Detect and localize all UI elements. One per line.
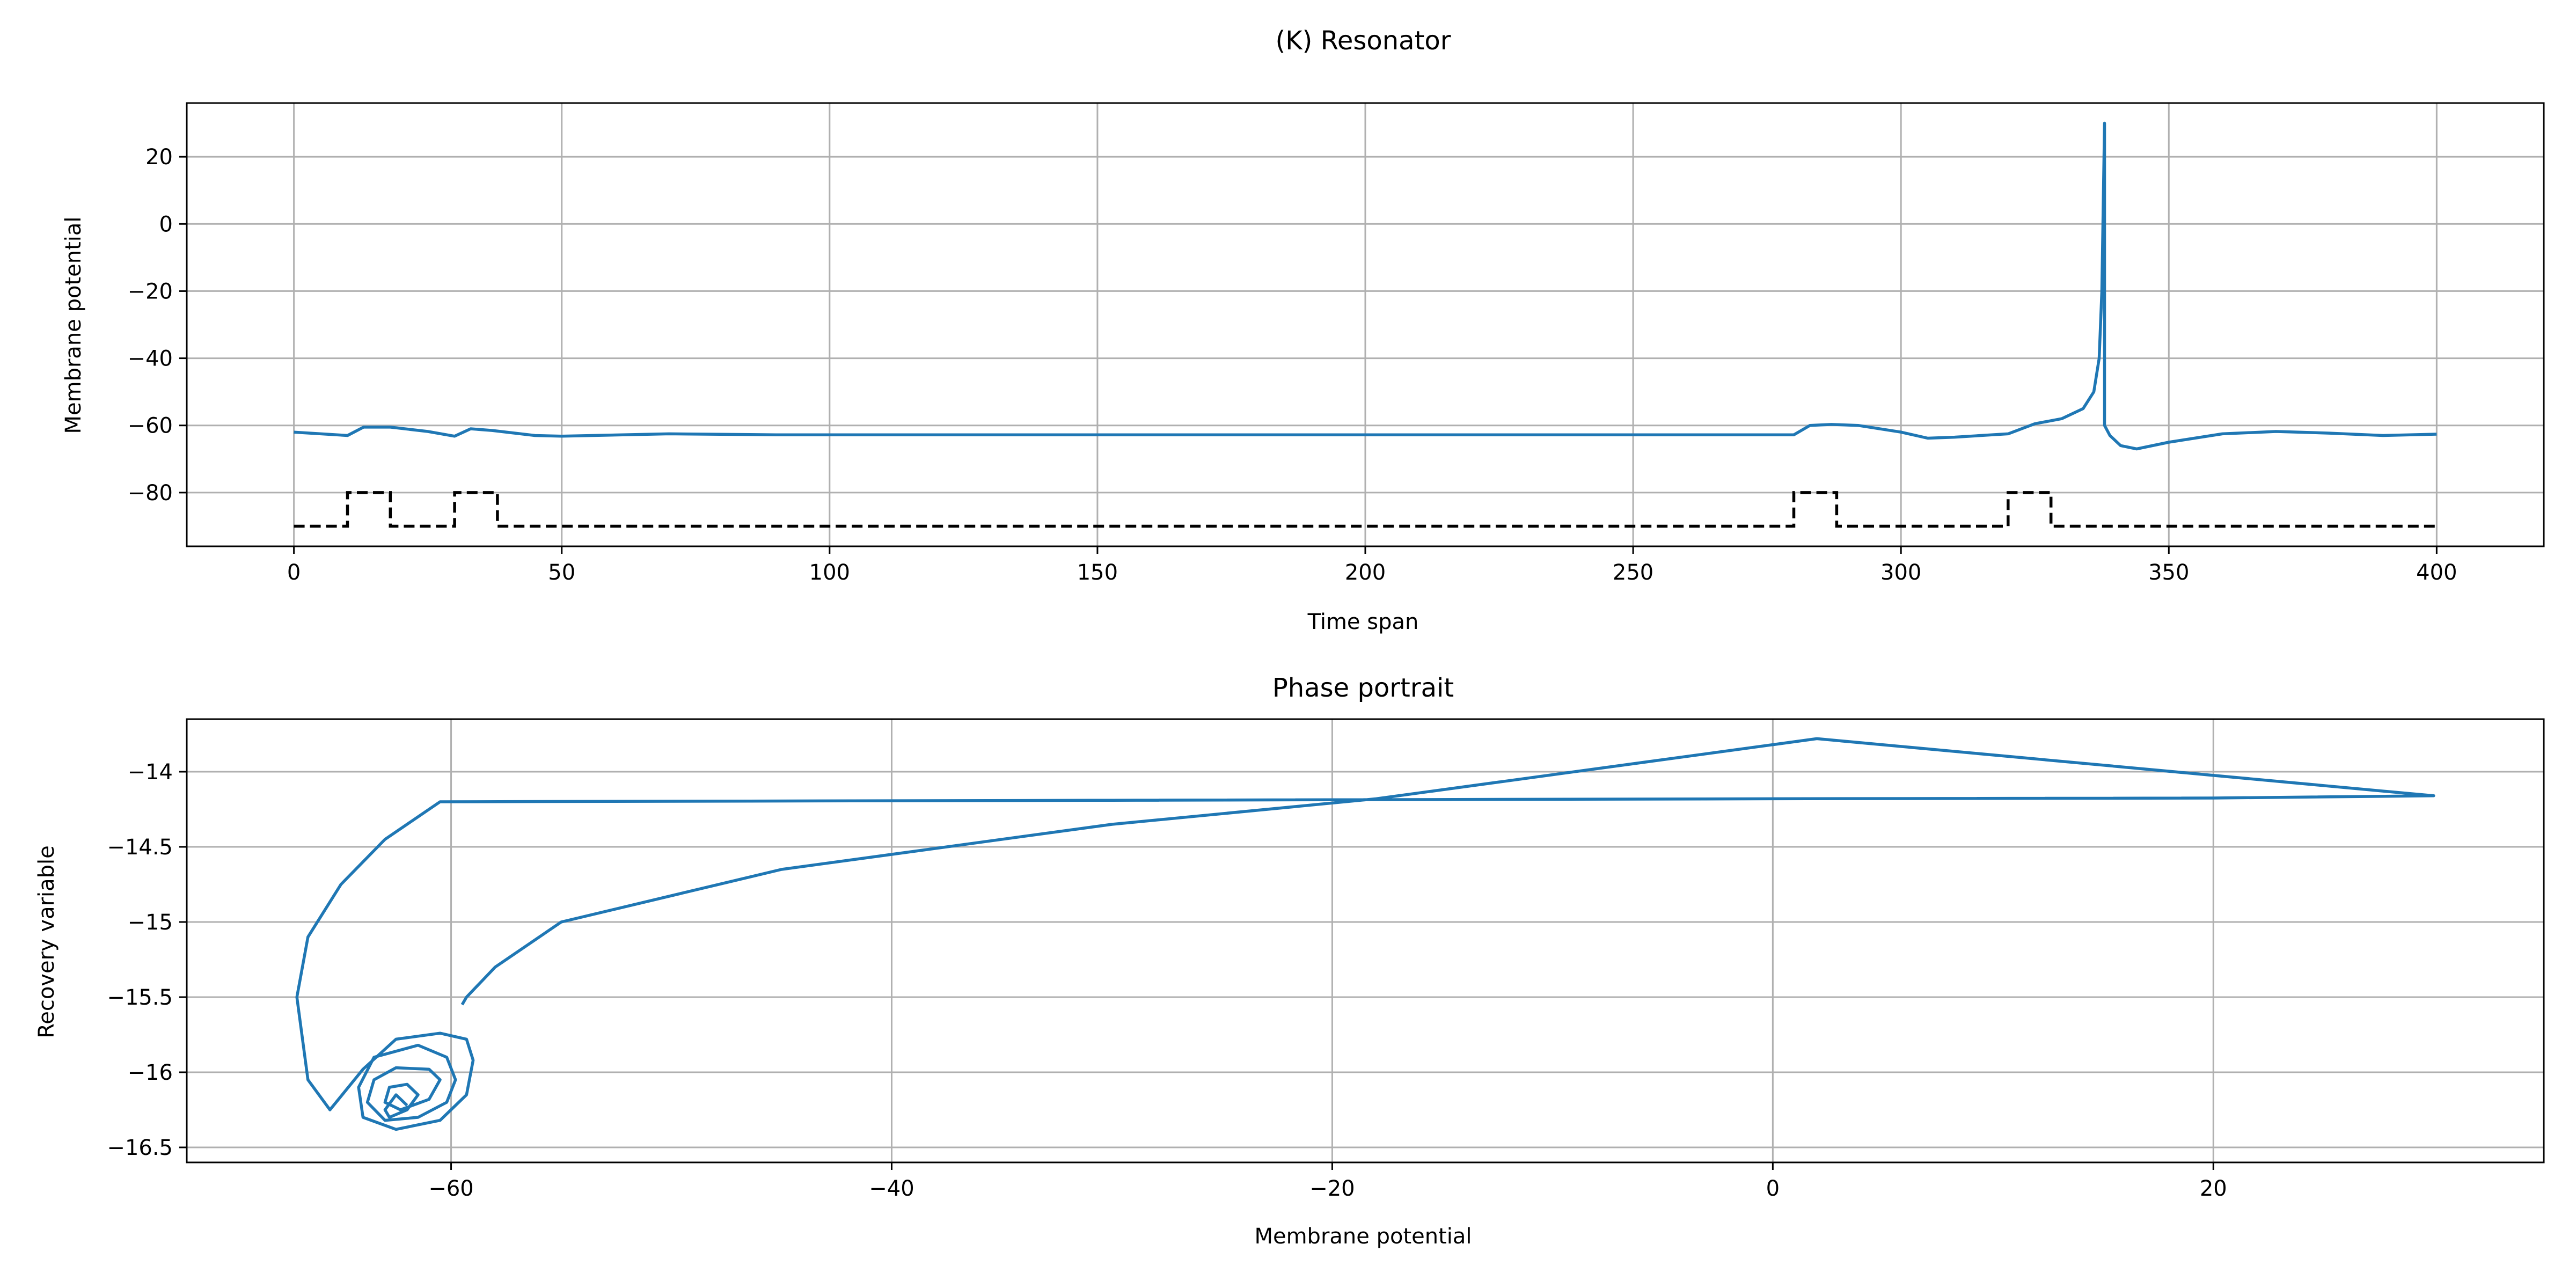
- y-tick-label: −40: [128, 347, 173, 371]
- x-tick-label: −20: [1309, 1176, 1355, 1201]
- stimulus-trace: [294, 491, 2437, 528]
- y-tick-label: −20: [128, 279, 173, 304]
- y-tick-label: −15.5: [107, 985, 173, 1010]
- x-tick-label: 150: [1077, 560, 1118, 585]
- y-tick-label: −14.5: [107, 835, 173, 860]
- membrane-potential-trace: [294, 121, 2437, 451]
- time-series-xlabel: Time span: [1307, 610, 1419, 634]
- phase-portrait-xlabel: Membrane potential: [1254, 1224, 1472, 1249]
- y-tick-label: −16: [128, 1060, 173, 1085]
- y-tick-label: 0: [159, 212, 173, 237]
- y-tick-label: −16.5: [107, 1136, 173, 1160]
- y-tick-label: −80: [128, 481, 173, 506]
- x-tick-label: 0: [1766, 1176, 1780, 1201]
- phase-portrait-ylabel: Recovery variable: [34, 845, 59, 1038]
- x-tick-label: 50: [548, 560, 575, 585]
- x-tick-label: −40: [869, 1176, 914, 1201]
- phase-portrait-title: Phase portrait: [1272, 673, 1454, 703]
- figure-suptitle: (K) Resonator: [1275, 26, 1451, 56]
- phase-trajectory: [295, 737, 2435, 1131]
- y-tick-label: 20: [145, 145, 173, 170]
- x-tick-label: 350: [2148, 560, 2189, 585]
- x-tick-label: 20: [2200, 1176, 2227, 1201]
- x-tick-label: 250: [1613, 560, 1653, 585]
- y-tick-label: −60: [128, 414, 173, 438]
- y-tick-label: −15: [128, 910, 173, 935]
- time-series-grid: [187, 103, 2544, 546]
- phase-portrait-panel: Phase portrait −60 −40 −20 0 20 −16.5 −16 −15.5…: [34, 673, 2545, 1249]
- x-tick-label: 300: [1880, 560, 1921, 585]
- x-tick-label: 200: [1345, 560, 1386, 585]
- phase-portrait-grid: [187, 719, 2544, 1162]
- x-tick-label: 0: [287, 560, 301, 585]
- time-series-frame: [186, 102, 2545, 547]
- phase-portrait-ticks: −60 −40 −20 0 20 −16.5 −16 −15.5 −15 −14.5 −14: [107, 760, 2227, 1201]
- x-tick-label: −60: [428, 1176, 473, 1201]
- time-series-panel: 0 50 100 150 200 250 300 350 400−80−60−40−20020 …: [61, 102, 2545, 634]
- phase-portrait-frame: [186, 718, 2545, 1163]
- y-tick-label: −14: [128, 760, 173, 785]
- x-tick-label: 100: [809, 560, 850, 585]
- time-series-ylabel: Membrane potential: [61, 216, 86, 434]
- time-series-ticks: 0 50 100 150 200 250 300 350 400 −80 −60 −40 −20 0 20: [128, 145, 2457, 585]
- x-tick-label: 400: [2416, 560, 2457, 585]
